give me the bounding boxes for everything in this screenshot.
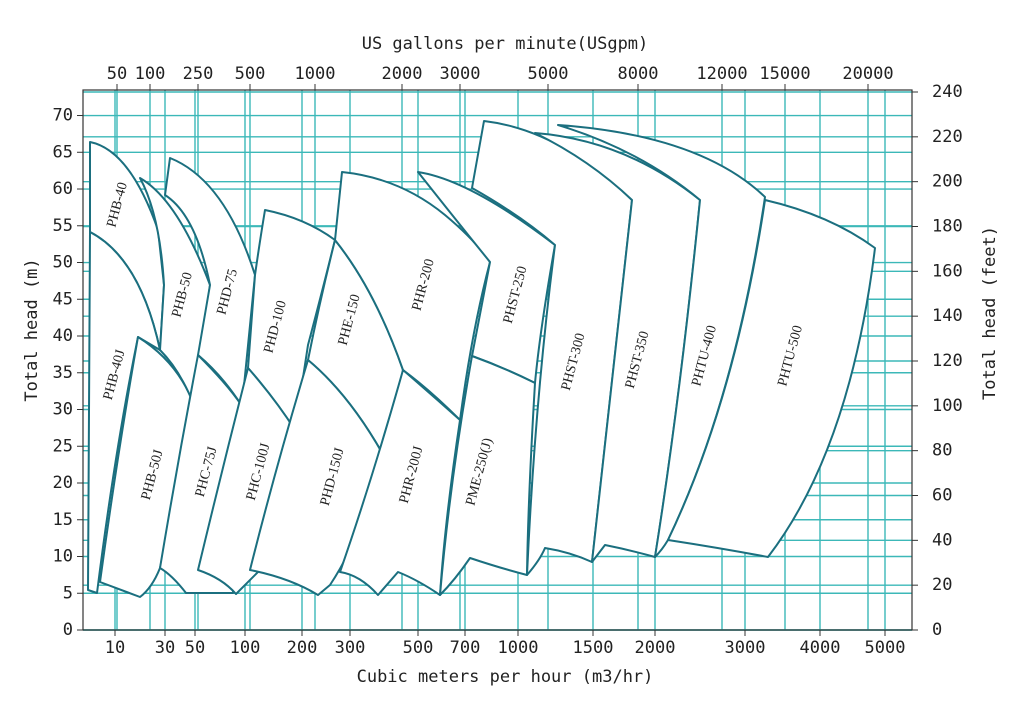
x-tick-label: 1000 xyxy=(498,638,539,658)
y-tick-label: 20 xyxy=(53,473,73,493)
pump-region xyxy=(557,124,766,558)
pump-region xyxy=(139,177,211,406)
y2-tick-label: 220 xyxy=(932,127,963,147)
y-tick-label: 60 xyxy=(53,179,73,199)
x-tick-label: 200 xyxy=(287,638,318,658)
x2-tick-label: 1000 xyxy=(295,64,336,84)
y2-tick-label: 240 xyxy=(932,82,963,102)
y-tick-label: 10 xyxy=(53,547,73,567)
y-tick-label: 15 xyxy=(53,510,73,530)
y2-axis-title: Total head (feet) xyxy=(980,226,1000,400)
y2-tick-label: 140 xyxy=(932,306,963,326)
pump-region xyxy=(247,209,336,431)
y2-tick-label: 0 xyxy=(932,620,942,640)
pump-region xyxy=(667,199,876,558)
x2-tick-label: 250 xyxy=(183,64,214,84)
y2-tick-label: 40 xyxy=(932,530,952,550)
x-tick-label: 2000 xyxy=(635,638,676,658)
y-axis-title: Total head (m) xyxy=(22,258,42,401)
x-tick-label: 100 xyxy=(230,638,261,658)
y2-tick-label: 120 xyxy=(932,351,963,371)
x-tick-label: 1500 xyxy=(573,638,614,658)
x2-tick-label: 3000 xyxy=(440,64,481,84)
y2-tick-label: 160 xyxy=(932,261,963,281)
pump-region xyxy=(334,171,491,421)
y-tick-label: 65 xyxy=(53,142,73,162)
x2-tick-label: 20000 xyxy=(842,64,893,84)
y2-tick-label: 20 xyxy=(932,575,952,595)
y-tick-label: 50 xyxy=(53,253,73,273)
y-tick-label: 25 xyxy=(53,436,73,456)
x-tick-label: 500 xyxy=(403,638,434,658)
x2-tick-label: 50 xyxy=(107,64,127,84)
y-tick-label: 5 xyxy=(63,583,73,603)
y-tick-label: 40 xyxy=(53,326,73,346)
pump-region xyxy=(439,355,536,596)
x2-tick-label: 5000 xyxy=(528,64,569,84)
x2-tick-label: 100 xyxy=(135,64,166,84)
x-tick-label: 30 xyxy=(155,638,175,658)
x-tick-label: 300 xyxy=(335,638,366,658)
x2-tick-label: 2000 xyxy=(382,64,423,84)
y-tick-label: 0 xyxy=(63,620,73,640)
y-tick-label: 45 xyxy=(53,289,73,309)
x-tick-label: 50 xyxy=(185,638,205,658)
x-tick-label: 3000 xyxy=(725,638,766,658)
x2-tick-label: 15000 xyxy=(759,64,810,84)
y2-tick-label: 180 xyxy=(932,217,963,237)
top-axis-title: US gallons per minute(USgpm) xyxy=(362,34,649,54)
plot-frame xyxy=(82,89,913,631)
y2-tick-label: 60 xyxy=(932,486,952,506)
y-tick-label: 55 xyxy=(53,216,73,236)
x-tick-label: 700 xyxy=(450,638,481,658)
x2-tick-label: 500 xyxy=(235,64,266,84)
y2-tick-label: 200 xyxy=(932,172,963,192)
y-tick-label: 30 xyxy=(53,400,73,420)
pump-region xyxy=(339,369,461,596)
y-tick-label: 70 xyxy=(53,106,73,126)
y2-tick-label: 80 xyxy=(932,441,952,461)
pump-region xyxy=(417,171,556,384)
x-tick-label: 4000 xyxy=(800,638,841,658)
x2-tick-label: 12000 xyxy=(696,64,747,84)
x-axis-title: Cubic meters per hour (m3/hr) xyxy=(357,667,654,687)
x2-tick-label: 8000 xyxy=(618,64,659,84)
y-tick-label: 35 xyxy=(53,363,73,383)
x-tick-label: 5000 xyxy=(865,638,906,658)
x-tick-label: 10 xyxy=(105,638,125,658)
y2-tick-label: 100 xyxy=(932,396,963,416)
